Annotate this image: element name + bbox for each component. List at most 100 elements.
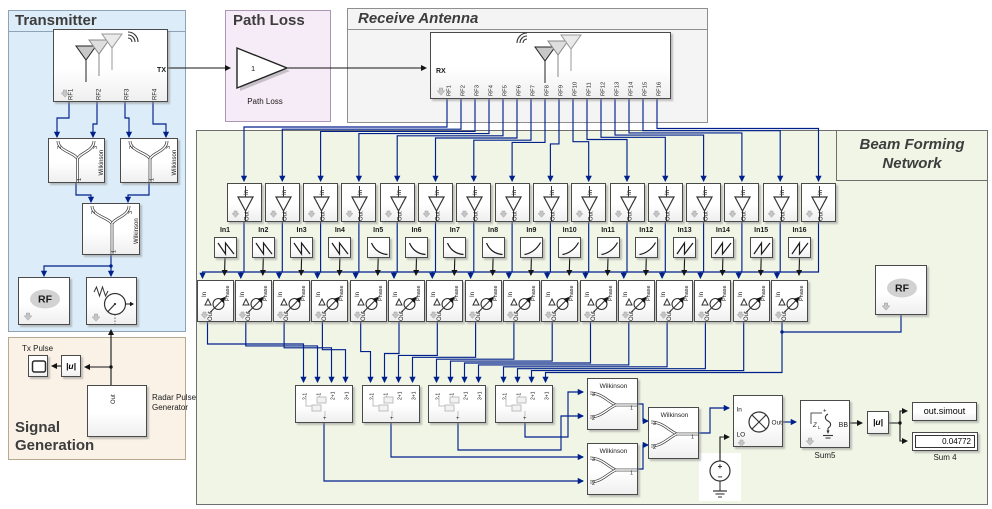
display-block[interactable]: 0.04772: [912, 432, 978, 451]
phase-shifter-block-5[interactable]: In Phase Out: [349, 280, 387, 322]
signal-wire[interactable]: [542, 322, 783, 384]
dc-source-block[interactable]: + −: [699, 453, 741, 501]
lna-block-11[interactable]: In Out: [609, 183, 645, 222]
combiner-4to1-block-4[interactable]: 2-1 3-1 2+1 3+1 +: [495, 385, 553, 423]
tx-pulse-scope-block[interactable]: [28, 355, 48, 377]
wilkinson-combiner-bfn-mid[interactable]: 3 2 1 Wilkinson: [648, 407, 699, 459]
wilkinson-combiner-bfn-bottom[interactable]: 3 2 1 Wilkinson: [587, 443, 638, 495]
wilkinson-combiner-tx-1[interactable]: 2 3 1 Wilkinson: [48, 138, 105, 183]
signal-wire[interactable]: [642, 99, 784, 183]
signal-wire[interactable]: [681, 257, 688, 277]
signal-wire[interactable]: [298, 257, 305, 277]
mixer-block[interactable]: In LO Out: [733, 395, 783, 447]
abs-block-signal[interactable]: |u|: [61, 355, 81, 377]
lookup-table-block-7[interactable]: [443, 237, 467, 258]
signal-wire[interactable]: [600, 99, 669, 183]
signal-wire[interactable]: [355, 99, 490, 183]
lna-block-15[interactable]: In Out: [762, 183, 798, 222]
lna-block-2[interactable]: In Out: [264, 183, 300, 222]
signal-wire[interactable]: [40, 265, 111, 278]
signal-wire[interactable]: [572, 99, 592, 183]
signal-wire[interactable]: [259, 257, 266, 277]
signal-wire[interactable]: [508, 99, 546, 183]
lookup-table-block-15[interactable]: [749, 237, 773, 258]
signal-wire[interactable]: [642, 257, 649, 277]
signal-wire[interactable]: [528, 257, 535, 277]
signal-wire[interactable]: [374, 257, 381, 277]
lna-block-5[interactable]: In Out: [379, 183, 415, 222]
signal-wire[interactable]: [75, 183, 95, 204]
wilkinson-combiner-tx-2[interactable]: 2 3 1 Wilkinson: [120, 138, 178, 183]
signal-wire[interactable]: [524, 388, 585, 438]
signal-wire[interactable]: [409, 322, 477, 384]
signal-wire[interactable]: [547, 99, 560, 183]
phase-shifter-block-14[interactable]: In Phase Out: [694, 280, 732, 322]
phase-shifter-block-4[interactable]: In Phase Out: [311, 280, 349, 322]
signal-wire[interactable]: [697, 404, 731, 434]
lna-block-10[interactable]: In Out: [571, 183, 607, 222]
signal-wire[interactable]: [283, 322, 335, 384]
signal-wire[interactable]: [586, 99, 631, 183]
signal-wire[interactable]: [604, 257, 611, 277]
phase-shifter-block-7[interactable]: In Phase Out: [426, 280, 464, 322]
rx-antenna-array-block[interactable]: RX RF1 RF2 RF3 RF4 RF5 RF6 RF7 RF8 RF9 RF10 RF11 RF…: [430, 32, 671, 99]
lookup-table-block-8[interactable]: [481, 237, 505, 258]
rf-config-block-bfn[interactable]: RF: [875, 265, 927, 315]
lna-block-9[interactable]: In Out: [532, 183, 568, 222]
lookup-table-block-10[interactable]: [558, 237, 582, 258]
signal-wire[interactable]: [447, 322, 553, 384]
phase-shifter-block-11[interactable]: In Phase Out: [579, 280, 617, 322]
signal-wire[interactable]: [628, 99, 746, 183]
sum5-block[interactable]: + Z L BB: [800, 400, 850, 448]
phase-shifter-block-15[interactable]: In Phase Out: [732, 280, 770, 322]
lookup-table-block-9[interactable]: [519, 237, 543, 258]
combiner-4to1-block-3[interactable]: 2-1 3-1 2+1 3+1 +: [428, 385, 486, 423]
signal-wire[interactable]: [360, 322, 374, 384]
signal-wire[interactable]: [638, 403, 650, 425]
signal-wire[interactable]: [528, 322, 745, 384]
lna-block-6[interactable]: In Out: [418, 183, 453, 222]
signal-wire[interactable]: [321, 322, 349, 384]
signal-wire[interactable]: [638, 441, 650, 470]
lna-block-14[interactable]: In Out: [724, 183, 760, 222]
phase-shifter-block-2[interactable]: In Phase Out: [234, 280, 272, 322]
signal-wire[interactable]: [899, 423, 909, 445]
phase-shifter-block-16[interactable]: In Phase Out: [771, 280, 808, 322]
lna-block-3[interactable]: In Out: [303, 183, 339, 222]
lookup-table-block-11[interactable]: [596, 237, 620, 258]
signal-wire[interactable]: [152, 102, 170, 139]
signal-wire[interactable]: [489, 257, 496, 277]
signal-wire[interactable]: [89, 102, 98, 139]
phase-shifter-block-6[interactable]: In Phase Out: [388, 280, 425, 322]
lookup-table-block-6[interactable]: [405, 237, 428, 258]
abs-block-bfn[interactable]: |u|: [867, 411, 889, 434]
path-loss-gain-block[interactable]: 1: [234, 42, 292, 94]
signal-wire[interactable]: [461, 322, 592, 384]
signal-wire[interactable]: [889, 407, 909, 424]
signal-wire[interactable]: [475, 322, 630, 384]
lna-block-1[interactable]: In Out: [226, 183, 262, 222]
phase-shifter-block-3[interactable]: In Phase Out: [273, 280, 311, 322]
signal-wire[interactable]: [336, 257, 343, 277]
signal-wire[interactable]: [124, 102, 133, 139]
lna-block-4[interactable]: In Out: [341, 183, 377, 222]
to-workspace-block[interactable]: out.simout: [912, 402, 977, 421]
phase-shifter-block-1[interactable]: In Phase Out: [196, 280, 234, 322]
tx-antenna-array-block[interactable]: TX RF1 RF2 RF3 RF4: [53, 29, 168, 102]
signal-wire[interactable]: [240, 99, 448, 183]
signal-wire[interactable]: [782, 315, 902, 333]
signal-wire[interactable]: [566, 257, 573, 277]
signal-wire[interactable]: [124, 183, 150, 204]
phase-shifter-block-8[interactable]: In Phase Out: [464, 280, 502, 322]
signal-wire[interactable]: [317, 99, 476, 183]
signal-wire[interactable]: [413, 257, 420, 277]
signal-wire[interactable]: [53, 102, 70, 139]
signal-wire[interactable]: [395, 322, 438, 384]
signal-wire[interactable]: [390, 423, 585, 461]
signal-wire[interactable]: [796, 257, 803, 277]
phase-shifter-block-13[interactable]: In Phase Out: [656, 280, 694, 322]
lookup-table-block-4[interactable]: [328, 237, 352, 258]
signal-wire[interactable]: [656, 99, 822, 183]
signal-wire[interactable]: [221, 257, 228, 277]
signal-wire[interactable]: [451, 257, 458, 277]
